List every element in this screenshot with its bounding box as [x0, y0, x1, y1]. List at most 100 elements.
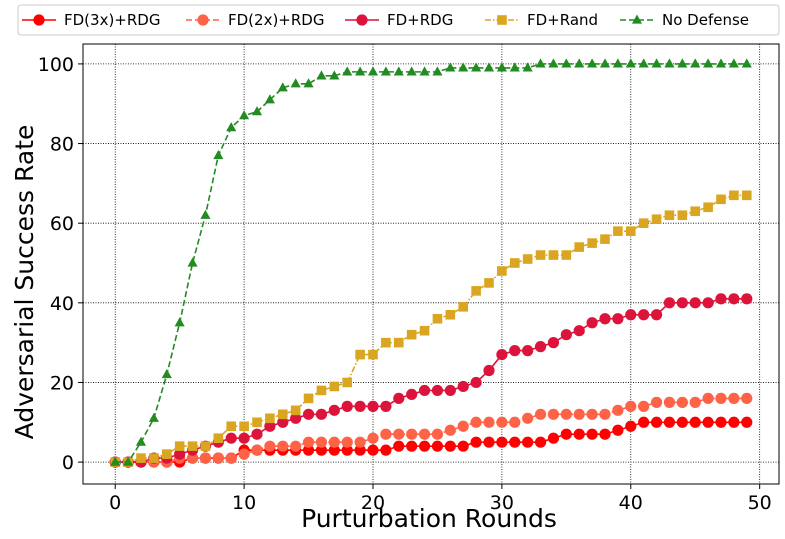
data-point	[689, 396, 701, 408]
data-point	[444, 440, 456, 452]
data-point	[509, 258, 520, 268]
data-point	[367, 432, 379, 444]
data-point	[251, 444, 263, 456]
data-point	[650, 416, 663, 428]
data-point	[509, 436, 521, 448]
data-point	[534, 408, 547, 420]
data-point	[200, 441, 211, 451]
x-tick-label: 20	[361, 492, 385, 514]
data-point	[612, 313, 624, 325]
data-point	[483, 416, 495, 428]
data-point	[676, 297, 688, 309]
data-point	[136, 453, 146, 463]
data-point	[302, 408, 315, 420]
legend-entry: FD+RDG	[345, 11, 453, 29]
data-point	[689, 297, 701, 309]
data-point	[393, 428, 405, 440]
data-point	[174, 317, 185, 327]
data-point	[612, 424, 624, 436]
data-point	[264, 94, 275, 104]
series-line	[115, 298, 747, 463]
data-point	[471, 286, 481, 296]
data-point	[573, 428, 585, 440]
data-point	[315, 436, 328, 448]
data-point	[625, 309, 637, 321]
data-point	[457, 380, 469, 393]
data-point	[342, 377, 353, 388]
data-point	[509, 62, 520, 72]
y-tick-label: 60	[50, 213, 74, 235]
data-point	[302, 444, 315, 456]
y-tick-label: 40	[50, 293, 74, 315]
data-point	[638, 58, 649, 68]
data-point	[561, 250, 572, 260]
data-point	[496, 436, 508, 448]
data-point	[496, 348, 508, 361]
legend-marker	[631, 14, 643, 24]
data-point	[547, 408, 560, 420]
y-tick-label: 0	[62, 452, 74, 474]
data-point	[200, 209, 211, 219]
data-point	[380, 428, 392, 440]
plot-area-frame	[82, 43, 780, 485]
data-point	[290, 78, 301, 88]
data-point	[496, 62, 507, 72]
data-point	[149, 453, 159, 463]
data-point	[663, 396, 676, 408]
data-point	[328, 436, 340, 448]
data-point	[393, 440, 405, 452]
data-point	[522, 254, 533, 264]
data-point	[277, 82, 288, 92]
data-point	[354, 436, 366, 448]
data-point	[380, 444, 392, 456]
data-point	[470, 436, 482, 448]
data-point	[702, 297, 714, 309]
data-point	[445, 62, 456, 72]
data-point	[431, 384, 444, 397]
data-point	[135, 436, 147, 446]
series-layer	[109, 58, 753, 468]
data-point	[174, 441, 185, 451]
data-point	[432, 66, 443, 76]
data-point	[676, 396, 688, 408]
data-point	[625, 226, 636, 236]
data-point	[470, 416, 482, 428]
data-point	[690, 206, 701, 217]
data-point	[174, 448, 186, 460]
data-point	[664, 210, 675, 221]
data-point	[212, 452, 224, 464]
data-point	[354, 444, 366, 456]
data-point	[316, 70, 327, 80]
data-point	[728, 58, 739, 68]
data-point	[329, 381, 340, 392]
data-point	[238, 432, 250, 444]
data-point	[599, 58, 611, 68]
data-point	[367, 66, 379, 76]
legend-entry: FD+Rand	[485, 11, 598, 29]
data-point	[290, 412, 302, 424]
data-point	[342, 66, 353, 76]
data-point	[187, 257, 198, 267]
data-point	[484, 278, 494, 288]
data-point	[651, 214, 662, 225]
data-point	[381, 337, 391, 348]
data-point	[406, 329, 417, 340]
data-point	[418, 384, 431, 397]
data-point	[600, 234, 610, 244]
data-point	[625, 400, 637, 412]
data-point	[638, 400, 650, 412]
data-point	[161, 368, 172, 379]
data-point	[367, 444, 379, 456]
legend-marker	[197, 14, 209, 26]
x-tick-label: 30	[490, 492, 514, 514]
data-point	[702, 416, 714, 428]
data-point	[123, 456, 134, 466]
data-point	[303, 393, 314, 404]
series-no-defense	[110, 58, 752, 466]
data-point	[522, 345, 534, 357]
data-point	[251, 428, 263, 440]
data-point	[574, 58, 585, 68]
data-point	[703, 58, 714, 68]
data-point	[406, 440, 418, 452]
data-point	[587, 58, 598, 68]
